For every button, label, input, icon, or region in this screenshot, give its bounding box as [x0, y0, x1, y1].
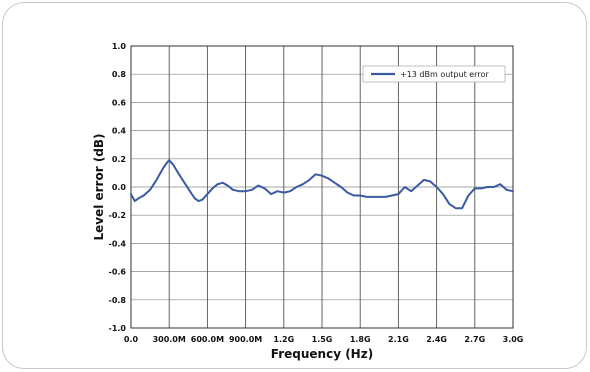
y-tick-label: -0.6 — [109, 268, 127, 277]
y-tick-label: 0.0 — [112, 183, 127, 192]
x-tick-label: 2.4G — [426, 335, 447, 344]
y-axis-title: Level error (dB) — [92, 133, 106, 240]
legend-box — [362, 65, 506, 83]
y-tick-label: -0.4 — [109, 239, 127, 248]
x-tick-label: 1.2G — [273, 335, 294, 344]
y-tick-label: 1.0 — [112, 42, 127, 51]
x-tick-label: 300.0M — [153, 335, 186, 344]
legend-label: +13 dBm output error — [400, 70, 489, 79]
y-tick-label: -1.0 — [109, 324, 127, 333]
x-tick-label: 900.0M — [229, 335, 262, 344]
y-tick-label: -0.8 — [109, 296, 127, 305]
y-tick-label: 0.4 — [112, 127, 127, 136]
y-tick-label: 0.2 — [112, 155, 126, 164]
y-tick-label: -0.2 — [109, 211, 127, 220]
plot-frame — [130, 45, 514, 329]
x-tick-label: 1.8G — [350, 335, 371, 344]
chart-card — [2, 2, 587, 369]
series-line — [130, 159, 514, 210]
y-tick-label: 0.6 — [112, 98, 127, 107]
series-layer — [130, 159, 514, 210]
y-tick-label: 0.8 — [112, 70, 127, 79]
x-tick-label: 600.0M — [191, 335, 224, 344]
x-axis-title: Frequency (Hz) — [271, 347, 373, 361]
x-tick-label: 3.0G — [503, 335, 524, 344]
x-tick-label: 1.5G — [312, 335, 333, 344]
y-tick-labels: 1.0 0.8 0.6 0.4 0.2 0.0 -0.2 -0.4 -0.6 -0.8 -1.0 — [109, 42, 127, 333]
x-tick-label: 2.7G — [464, 335, 485, 344]
x-tick-label: 0.0 — [124, 335, 139, 344]
x-tick-label: 2.1G — [388, 335, 409, 344]
legend: +13 dBm output error — [362, 65, 506, 83]
x-tick-labels: 0.0 300.0M 600.0M 900.0M 1.2G 1.5G 1.8G 2.1G 2.4… — [124, 335, 523, 344]
